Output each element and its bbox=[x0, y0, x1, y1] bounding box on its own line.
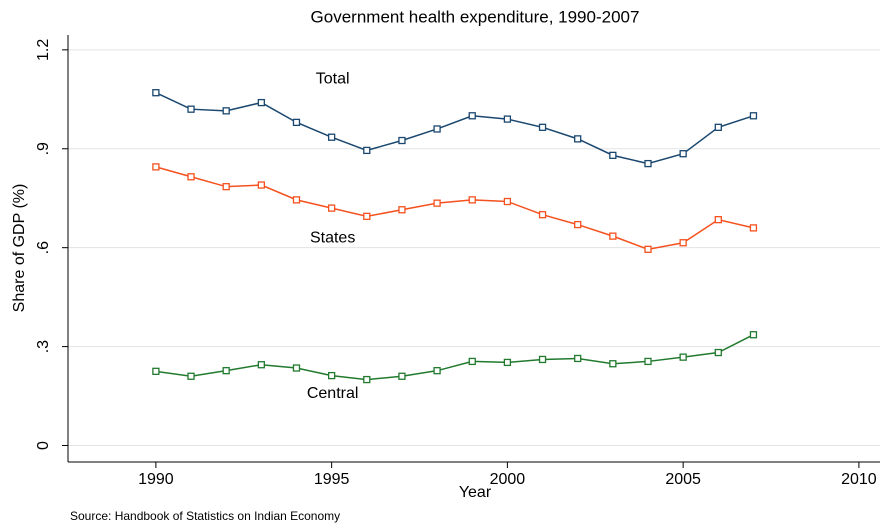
point-marker bbox=[257, 361, 265, 369]
point-marker bbox=[714, 123, 722, 131]
point-marker bbox=[222, 183, 230, 191]
point-marker bbox=[609, 232, 617, 240]
point-marker bbox=[187, 105, 195, 113]
x-axis-label: Year bbox=[459, 484, 492, 501]
y-tick-label: .6 bbox=[35, 241, 52, 254]
point-marker bbox=[574, 135, 582, 143]
point-marker bbox=[679, 353, 687, 361]
point-marker bbox=[538, 211, 547, 219]
point-marker bbox=[433, 199, 441, 207]
point-marker bbox=[222, 367, 230, 375]
point-marker bbox=[222, 107, 230, 115]
y-tick-label: 0 bbox=[35, 441, 52, 450]
point-marker bbox=[327, 371, 336, 380]
point-marker bbox=[152, 163, 160, 171]
point-marker bbox=[398, 372, 406, 380]
point-marker bbox=[679, 239, 687, 247]
point-marker bbox=[292, 196, 301, 204]
point-marker bbox=[398, 136, 406, 145]
point-marker bbox=[714, 348, 722, 357]
point-marker bbox=[468, 357, 476, 366]
point-marker bbox=[503, 358, 512, 367]
point-marker bbox=[363, 146, 371, 155]
series-line bbox=[155, 166, 754, 251]
point-marker bbox=[152, 367, 160, 375]
chart-title: Government health expenditure, 1990-2007 bbox=[311, 7, 640, 26]
point-marker bbox=[644, 159, 652, 168]
y-axis-label: Share of GDP (%) bbox=[11, 184, 28, 313]
point-marker bbox=[363, 375, 371, 384]
point-marker bbox=[714, 215, 722, 224]
point-marker bbox=[257, 181, 265, 189]
series-line bbox=[155, 334, 754, 381]
point-marker bbox=[152, 89, 160, 97]
x-tick-label: 1995 bbox=[314, 471, 350, 488]
point-marker bbox=[327, 133, 336, 141]
point-marker bbox=[749, 112, 758, 120]
point-marker bbox=[433, 125, 441, 133]
point-marker bbox=[538, 355, 547, 364]
series-label: States bbox=[310, 229, 355, 246]
series-label: Central bbox=[307, 385, 359, 402]
point-marker bbox=[433, 367, 441, 375]
y-tick-label: 1.2 bbox=[35, 39, 52, 61]
point-marker bbox=[644, 357, 652, 366]
point-marker bbox=[609, 360, 617, 368]
series-label: Total bbox=[316, 70, 350, 87]
x-tick-label: 1990 bbox=[138, 471, 174, 488]
point-marker bbox=[574, 354, 582, 363]
point-marker bbox=[503, 115, 512, 123]
point-marker bbox=[363, 212, 371, 221]
point-marker bbox=[609, 151, 617, 160]
point-marker bbox=[749, 224, 758, 232]
series-line bbox=[155, 92, 754, 165]
point-marker bbox=[187, 372, 195, 380]
y-tick-label: .3 bbox=[35, 340, 52, 353]
y-tick-label: .9 bbox=[35, 142, 52, 155]
point-marker bbox=[644, 245, 652, 253]
point-marker bbox=[187, 173, 195, 181]
point-marker bbox=[503, 197, 512, 206]
point-marker bbox=[749, 331, 758, 339]
point-marker bbox=[574, 220, 582, 229]
point-marker bbox=[398, 206, 406, 214]
point-marker bbox=[292, 118, 301, 127]
x-tick-label: 2005 bbox=[665, 471, 701, 488]
point-marker bbox=[468, 196, 476, 204]
source-note: Source: Handbook of Statistics on Indian… bbox=[70, 509, 340, 523]
x-tick-label: 2000 bbox=[490, 471, 526, 488]
point-marker bbox=[538, 123, 547, 131]
x-tick-label: 2010 bbox=[841, 471, 877, 488]
point-marker bbox=[292, 364, 301, 372]
point-marker bbox=[679, 150, 687, 158]
point-marker bbox=[257, 98, 265, 107]
point-marker bbox=[327, 204, 336, 212]
point-marker bbox=[468, 112, 476, 120]
